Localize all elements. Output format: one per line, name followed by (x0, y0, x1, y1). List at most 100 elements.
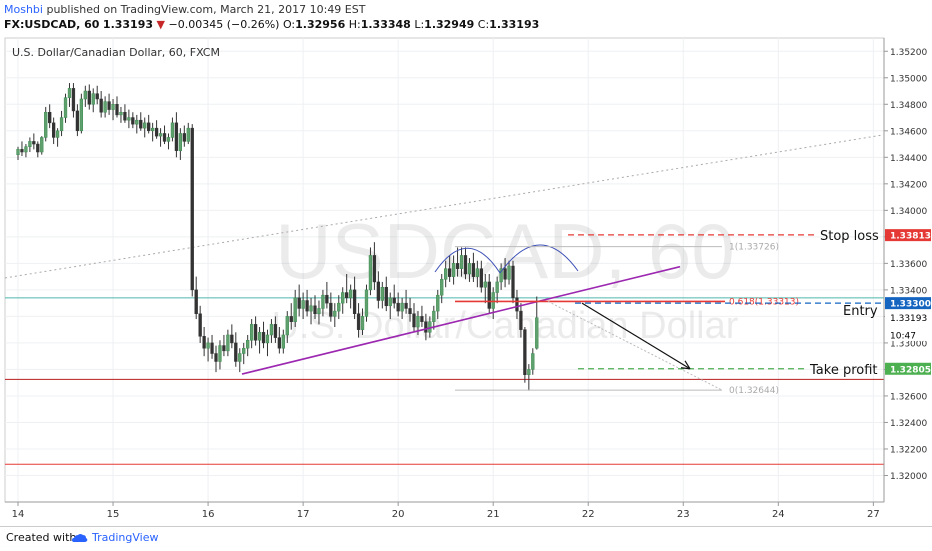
candle-body (416, 316, 420, 328)
drawings-under (4, 134, 885, 465)
candle-body (325, 294, 329, 304)
candle-body (341, 292, 345, 304)
time-tick-label: 24 (772, 509, 785, 520)
candle-body (396, 302, 400, 312)
candle-body (174, 122, 179, 151)
candle-body (479, 268, 483, 288)
candle-body (234, 342, 238, 362)
price-label: 1.32805 (890, 365, 931, 375)
dotted-trendline (4, 134, 885, 279)
candle-body (20, 149, 24, 153)
candle-body (95, 93, 99, 100)
fib-diagonal (547, 300, 723, 391)
candle-body (372, 255, 377, 283)
candle-body (297, 297, 301, 309)
candle-body (293, 297, 297, 322)
tradingview-link[interactable]: TradingView (72, 531, 158, 544)
price-tick-label: 1.35000 (890, 74, 927, 84)
candle-body (380, 286, 384, 301)
footer: Created with TradingView (0, 526, 932, 551)
candle-body (218, 345, 222, 362)
candle-body (261, 332, 266, 344)
candle-body (107, 101, 111, 110)
author-link[interactable]: Moshbi (4, 3, 43, 16)
close-label: C: (477, 18, 490, 31)
created-with-label: Created with (6, 531, 77, 544)
trade-arrow-head (680, 360, 691, 370)
price-tick-label: 1.34200 (890, 180, 927, 190)
candle-body (103, 101, 107, 113)
price-tick-label: 1.33600 (890, 260, 927, 270)
candle-body (198, 313, 202, 337)
candle-body (333, 310, 337, 317)
candle-body (356, 313, 361, 330)
candle-body (329, 302, 333, 317)
low-value: 1.32949 (424, 18, 475, 31)
candle-body (135, 119, 139, 125)
candle-body (273, 324, 278, 338)
candle-body (63, 97, 68, 118)
candle-body (265, 334, 270, 344)
candle-body (28, 141, 32, 147)
candle-body (170, 122, 175, 138)
candle-body (131, 117, 135, 125)
rising-trendline (241, 265, 681, 375)
candle-body (459, 255, 464, 269)
down-arrow-icon: ▼ (156, 18, 165, 31)
candle-body (115, 104, 119, 116)
fib-1-label: 1(1.33726) (729, 243, 779, 253)
time-tick-label: 14 (12, 509, 25, 520)
fib-0618-label: 0.618(1.33313) (729, 297, 799, 307)
price-tick-label: 1.34400 (890, 154, 927, 164)
watermark-name: U.S. Dollar/Canadian Dollar (272, 305, 739, 347)
price-label: 10:47 (890, 331, 916, 341)
time-tick-label: 16 (202, 509, 215, 520)
price-tick-label: 1.32200 (890, 445, 927, 455)
stop-loss-label: Stop loss (820, 229, 879, 244)
drawings: Stop loss 1(1.33726) 0.618(1.33313) 0(1.326… (241, 229, 884, 396)
candle-body (226, 334, 230, 352)
candle-body (40, 137, 44, 153)
price-change: −0.00345 (−0.26%) (168, 18, 280, 31)
candle-body (257, 332, 262, 341)
price-tick-label: 1.32600 (890, 392, 927, 402)
candle-body (444, 268, 448, 280)
grid (4, 37, 885, 503)
candle-body (535, 317, 539, 349)
candle-body (376, 281, 381, 301)
candle-body (495, 281, 499, 293)
candle-body (388, 297, 392, 307)
time-tick-label: 20 (392, 509, 405, 520)
published-text: published on TradingView.com, March 21, … (46, 3, 366, 16)
candle-body (147, 122, 151, 132)
right-shoulder-arc (499, 244, 579, 274)
candle-body (123, 111, 127, 121)
close-value: 1.33193 (489, 18, 540, 31)
candle-body (317, 308, 321, 314)
price-tick-label: 1.33000 (890, 339, 927, 349)
candle-body (440, 279, 444, 296)
price-label-box (885, 328, 931, 341)
candle-body (210, 342, 214, 354)
candle-body (467, 263, 472, 275)
price-axis: 1.35200 1.35000 1.34800 1.34600 1.34400 1.342… (883, 38, 932, 502)
candle-body (87, 90, 91, 105)
candle-body (154, 127, 159, 137)
time-tick-label: 23 (677, 509, 690, 520)
candle-body (67, 88, 72, 98)
candle-body (99, 98, 103, 113)
candle-body (83, 90, 87, 100)
candle-body (527, 369, 531, 375)
time-tick-label: 22 (582, 509, 595, 520)
candle-body (321, 294, 325, 309)
price-label: 1.33300 (890, 300, 931, 310)
chart-title: U.S. Dollar/Canadian Dollar, 60, FXCM (12, 46, 220, 59)
candle-body (75, 110, 80, 132)
candle-body (238, 353, 242, 362)
candle-body (309, 305, 313, 312)
candle-body (289, 316, 293, 322)
price-label-box (885, 229, 931, 242)
candle-body (285, 316, 289, 336)
price-tick-label: 1.34800 (890, 101, 927, 111)
